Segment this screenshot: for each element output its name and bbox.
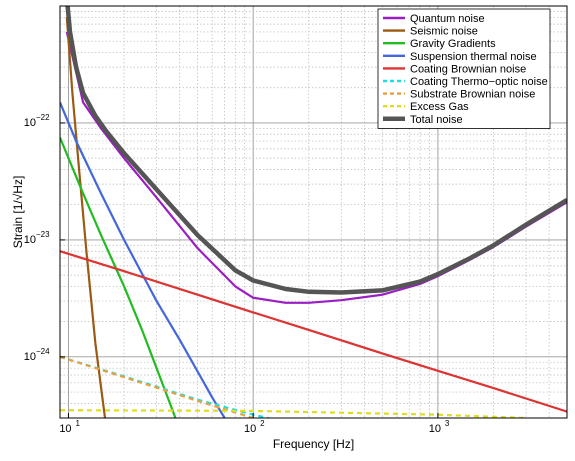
- series-line-1: [65, 17, 107, 418]
- grid: [60, 6, 567, 418]
- x-axis-ticks: 10 1 10 2 10 3: [59, 413, 450, 435]
- plot-frame: [59, 5, 568, 419]
- legend-box: [377, 8, 551, 129]
- y-tick-exponent: −23: [36, 230, 50, 239]
- x-tick-exponent: 3: [445, 419, 450, 428]
- legend-label: Quantum noise: [410, 13, 485, 25]
- y-tick-label: 10: [24, 351, 36, 363]
- x-axis-label: Frequency [Hz]: [273, 437, 354, 451]
- legend-label: Total noise: [410, 114, 463, 126]
- legend-label: Coating Brownian noise: [410, 63, 526, 75]
- series-line-7: [60, 409, 527, 418]
- legend-label: Seismic noise: [410, 26, 478, 38]
- y-tick-exponent: −22: [36, 113, 50, 122]
- legend-label: Gravity Gradients: [410, 38, 496, 50]
- y-tick-label: 10: [24, 117, 36, 129]
- x-tick-label: 10: [244, 423, 256, 435]
- series-line-4: [60, 250, 567, 413]
- series-line-2: [60, 137, 177, 418]
- x-tick-label: 10: [59, 423, 71, 435]
- legend-label: Coating Thermo−optic noise: [410, 76, 548, 88]
- legend-label: Suspension thermal noise: [410, 51, 537, 63]
- x-tick-label: 10: [429, 423, 441, 435]
- legend-label: Substrate Brownian noise: [410, 89, 535, 101]
- x-tick-exponent: 1: [75, 419, 80, 428]
- y-tick-exponent: −24: [36, 347, 50, 356]
- y-tick-label: 10: [24, 234, 36, 246]
- legend-label: Excess Gas: [410, 101, 469, 113]
- series-line-3: [60, 101, 226, 418]
- y-axis-label: Strain [1/√Hz]: [11, 176, 25, 249]
- series-line-8: [65, 6, 567, 295]
- x-tick-exponent: 2: [260, 419, 265, 428]
- series-line-6: [60, 355, 257, 418]
